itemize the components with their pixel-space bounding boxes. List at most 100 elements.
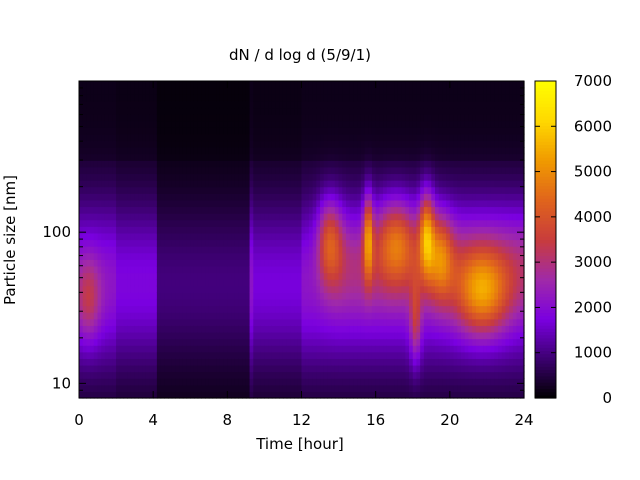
heatmap-cell (316, 87, 321, 95)
heatmap-cell (416, 279, 421, 287)
heatmap-cell (149, 292, 154, 300)
heatmap-cell (390, 114, 395, 122)
heatmap-cell (409, 166, 414, 175)
heatmap-cell (182, 173, 188, 181)
heatmap-cell (320, 81, 325, 89)
heatmap-cell (268, 358, 273, 366)
heatmap-cell (112, 305, 117, 313)
heatmap-cell (305, 371, 310, 379)
heatmap-cell (156, 331, 162, 340)
heatmap-cell (449, 219, 455, 227)
heatmap-cell (234, 140, 240, 148)
heatmap-cell (416, 338, 421, 346)
heatmap-cell (368, 232, 373, 241)
heatmap-cell (93, 364, 99, 373)
heatmap-cell (268, 345, 273, 353)
heatmap-cell (349, 279, 355, 287)
heatmap-cell (212, 265, 217, 274)
heatmap-cell (416, 239, 421, 247)
heatmap-cell (397, 100, 403, 109)
heatmap-cell (357, 285, 362, 293)
heatmap-cell (331, 232, 336, 241)
heatmap-cell (264, 345, 269, 353)
heatmap-cell (338, 384, 343, 392)
heatmap-cell (379, 331, 384, 340)
heatmap-cell (205, 259, 210, 267)
heatmap-cell (90, 81, 95, 89)
heatmap-cell (82, 166, 88, 175)
heatmap-cell (438, 81, 444, 89)
heatmap-cell (234, 246, 240, 254)
heatmap-cell (179, 345, 184, 353)
heatmap-cell (375, 180, 380, 188)
heatmap-cell (257, 285, 262, 293)
heatmap-cell (190, 107, 195, 115)
heatmap-cell (101, 378, 106, 386)
heatmap-cell (227, 265, 232, 274)
heatmap-cell (427, 173, 432, 181)
heatmap-cell (97, 351, 102, 359)
heatmap-cell (171, 279, 177, 287)
heatmap-cell (245, 364, 251, 373)
heatmap-cell (334, 107, 340, 115)
heatmap-cell (134, 87, 139, 95)
heatmap-cell (79, 325, 84, 333)
heatmap-cell (308, 180, 314, 188)
heatmap-cell (175, 325, 180, 333)
heatmap-cell (375, 147, 380, 155)
heatmap-cell (453, 127, 458, 135)
heatmap-cell (193, 384, 199, 392)
heatmap-cell (338, 246, 343, 254)
heatmap-cell (257, 391, 262, 399)
heatmap-cell (112, 318, 117, 326)
heatmap-cell (346, 153, 351, 161)
heatmap-cell (264, 180, 269, 188)
heatmap-cell (457, 199, 462, 208)
heatmap-cell (227, 100, 232, 109)
heatmap-cells (79, 81, 525, 399)
heatmap-cell (268, 298, 273, 307)
heatmap-cell (364, 199, 369, 208)
heatmap-cell (216, 272, 221, 280)
heatmap-cell (119, 153, 125, 161)
heatmap-cell (346, 305, 351, 313)
heatmap-cell (153, 391, 158, 399)
heatmap-cell (90, 100, 95, 109)
heatmap-cell (205, 173, 210, 181)
heatmap-cell (249, 298, 254, 307)
heatmap-cell (275, 358, 280, 366)
heatmap-cell (242, 219, 247, 227)
heatmap-cell (208, 298, 214, 307)
heatmap-cell (231, 246, 236, 254)
heatmap-cell (119, 186, 125, 194)
heatmap-cell (338, 226, 343, 234)
heatmap-cell (416, 384, 421, 392)
heatmap-cell (227, 285, 232, 293)
heatmap-cell (442, 358, 447, 366)
heatmap-cell (138, 298, 143, 307)
heatmap-cell (282, 391, 288, 399)
heatmap-cell (438, 285, 444, 293)
heatmap-cell (190, 120, 195, 128)
heatmap-cell (431, 292, 436, 300)
heatmap-cell (457, 246, 462, 254)
heatmap-cell (127, 173, 132, 181)
heatmap-cell (316, 147, 321, 155)
heatmap-cell (104, 298, 110, 307)
heatmap-cell (431, 285, 436, 293)
heatmap-cell (409, 226, 414, 234)
heatmap-cell (342, 94, 347, 102)
heatmap-cell (205, 133, 210, 142)
heatmap-cell (435, 81, 440, 89)
heatmap-cell (156, 87, 162, 95)
heatmap-cell (264, 120, 269, 128)
heatmap-cell (238, 147, 243, 155)
heatmap-cell (349, 371, 355, 379)
heatmap-cell (446, 364, 451, 373)
heatmap-cell (379, 206, 384, 214)
heatmap-cell (134, 193, 139, 201)
heatmap-cell (79, 226, 84, 234)
heatmap-cell (216, 384, 221, 392)
heatmap-cell (320, 239, 325, 247)
heatmap-cell (275, 193, 280, 201)
